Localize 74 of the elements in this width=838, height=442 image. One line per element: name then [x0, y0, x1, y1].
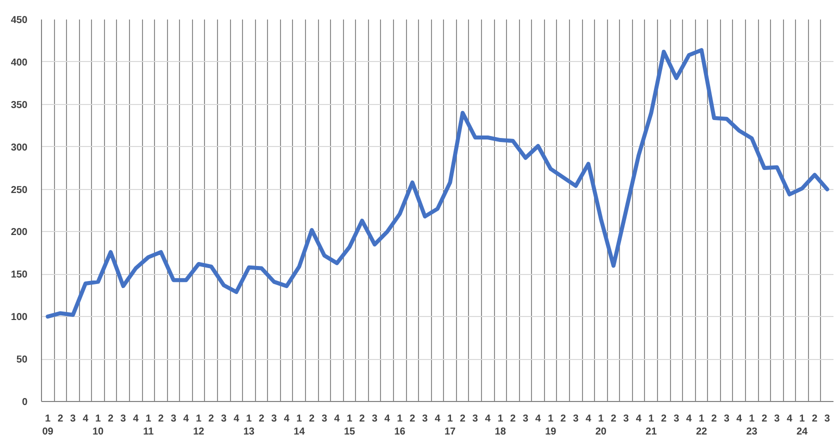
- x-tick-label: 2: [560, 414, 566, 424]
- x-tick-label: 3: [472, 414, 478, 424]
- x-tick-label: 1 19: [545, 414, 557, 438]
- x-tick-label: 2: [812, 414, 818, 424]
- x-tick-label: 3: [824, 414, 830, 424]
- x-tick-label: 3: [422, 414, 428, 424]
- x-tick-label: 2: [258, 414, 265, 424]
- x-tick-label: 1 16: [394, 414, 406, 438]
- x-tick-label: 1 20: [595, 414, 607, 438]
- x-tick-label: 4: [686, 414, 692, 424]
- x-tick-label: 1 11: [143, 414, 154, 438]
- x-tick-label: 1 12: [193, 414, 205, 438]
- x-tick-label: 1 13: [243, 414, 255, 438]
- x-tick-label: 4: [133, 414, 140, 424]
- x-tick-label: 2: [762, 414, 768, 424]
- x-tick-label: 3: [322, 414, 328, 424]
- x-tick-label: 3: [573, 414, 580, 424]
- y-tick-label: 350: [10, 100, 28, 111]
- x-tick-label: 3: [623, 414, 630, 424]
- x-tick-label: 4: [535, 414, 542, 424]
- x-tick-label: 4: [636, 414, 642, 424]
- x-tick-label: 4: [786, 414, 793, 424]
- x-tick-label: 2: [359, 414, 366, 424]
- y-tick-label: 0: [22, 397, 28, 408]
- x-tick-label: 1 24: [796, 414, 808, 438]
- x-tick-label: 4: [434, 414, 441, 424]
- x-tick-label: 1 09: [42, 414, 54, 438]
- y-tick-label: 100: [10, 312, 28, 324]
- x-tick-label: 2: [661, 414, 668, 424]
- x-tick-label: 3: [674, 414, 680, 424]
- x-tick-label: 3: [271, 414, 278, 424]
- x-tick-label: 3: [372, 414, 378, 424]
- x-tick-label: 1 17: [444, 414, 456, 438]
- x-tick-label: 3: [774, 414, 780, 424]
- x-tick-label: 3: [221, 414, 228, 424]
- x-tick-label: 1 22: [696, 414, 708, 438]
- x-tick-label: 3: [120, 414, 126, 424]
- x-tick-label: 2: [410, 414, 416, 424]
- x-tick-label: 1 18: [494, 414, 506, 438]
- x-tick-label: 2: [610, 414, 617, 424]
- x-tick-label: 1 15: [344, 414, 356, 438]
- x-tick-label: 1 23: [746, 414, 758, 438]
- y-tick-label: 250: [10, 184, 28, 196]
- x-tick-label: 1 21: [646, 414, 658, 438]
- y-tick-label: 400: [10, 57, 28, 68]
- x-tick-label: 3: [70, 414, 76, 424]
- x-tick-label: 2: [158, 414, 164, 424]
- y-tick-label: 50: [16, 354, 28, 366]
- x-tick-label: 4: [485, 414, 492, 424]
- x-tick-label: 4: [183, 414, 190, 424]
- line-series: [46, 48, 830, 319]
- x-tick-label: 3: [724, 414, 730, 424]
- x-tick-label: 2: [711, 414, 718, 424]
- y-tick-label: 150: [10, 270, 28, 281]
- y-tick-label: 300: [10, 142, 28, 154]
- x-tick-label: 2: [510, 414, 516, 424]
- x-tick-label: 1 10: [92, 414, 104, 438]
- x-tick-label: 4: [384, 414, 390, 424]
- x-tick-label: 4: [284, 414, 290, 424]
- x-tick-label: 1 14: [294, 414, 306, 438]
- x-tick-label: 3: [170, 414, 177, 424]
- x-tick-label: 2: [460, 414, 466, 424]
- x-tick-label: 2: [208, 414, 214, 424]
- x-tick-label: 4: [586, 414, 592, 424]
- x-tick-label: 3: [522, 414, 529, 424]
- x-tick-label: 4: [82, 414, 89, 424]
- x-tick-label: 4: [334, 414, 340, 424]
- x-tick-label: 4: [736, 414, 742, 424]
- x-tick-label: 2: [309, 414, 316, 424]
- y-tick-label: 200: [10, 227, 28, 238]
- x-tick-label: 4: [234, 414, 240, 424]
- y-tick-label: 450: [10, 15, 28, 26]
- x-tick-label: 2: [108, 414, 114, 424]
- x-tick-label: 2: [58, 414, 64, 424]
